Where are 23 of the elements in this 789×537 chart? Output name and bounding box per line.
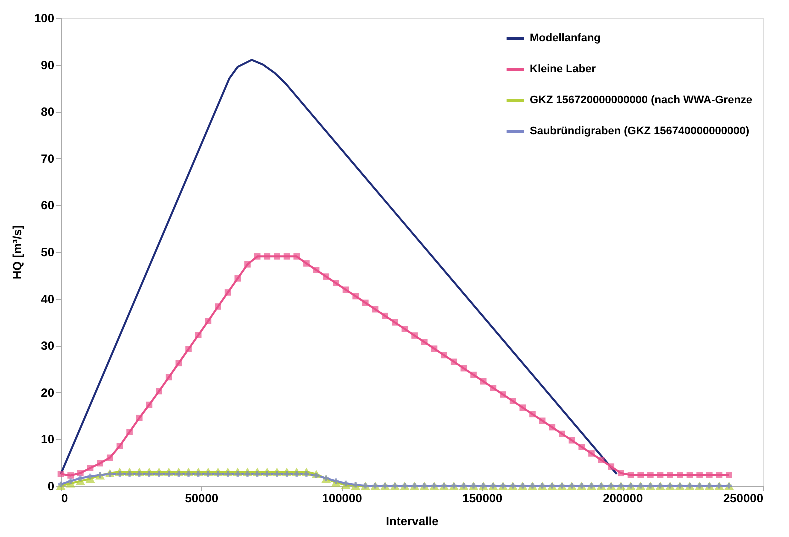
y-tick-label: 70 [41,152,55,166]
legend-label: Saubründigraben (GKZ 156740000000000) [530,126,750,138]
x-tick-label: 50000 [185,492,219,506]
y-tick-label: 0 [48,480,55,494]
y-axis-title: HQ [m³/s] [10,225,24,280]
y-tick-label: 50 [41,246,55,260]
x-tick-label: 0 [62,492,68,506]
x-tick-label: 200000 [603,492,644,506]
x-tick-label: 150000 [462,492,504,506]
legend-label: Kleine Laber [530,64,597,76]
x-tick-label: 250000 [723,492,764,506]
y-tick-label: 90 [41,58,55,72]
x-tick-label: 100000 [322,492,363,506]
x-axis-title: Intervalle [386,514,440,528]
y-tick-label: 20 [41,386,55,400]
y-tick-label: 100 [34,12,55,26]
y-tick-label: 30 [41,339,55,354]
y-tick-label: 10 [41,432,55,447]
y-tick-label: 40 [41,292,55,306]
legend-label: Modellanfang [530,32,601,44]
legend-label: GKZ 156720000000000 (nach WWA-Grenze [530,94,753,106]
y-tick-label: 60 [41,198,55,213]
y-tick-label: 80 [41,105,55,120]
